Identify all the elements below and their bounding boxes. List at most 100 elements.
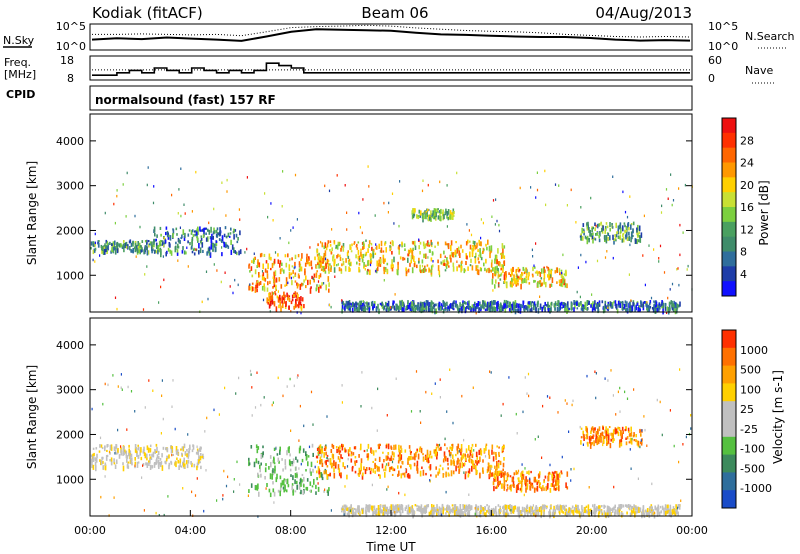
echo-cell [531, 248, 533, 252]
echo-cell [305, 451, 307, 457]
echo-cell [358, 262, 361, 266]
echo-cell [420, 504, 423, 509]
echo-cell [494, 509, 496, 513]
echo-cell [604, 234, 606, 241]
echo-cell [536, 270, 538, 274]
echo-cell [538, 473, 540, 479]
echo-cell [136, 248, 139, 254]
echo-cell [326, 258, 329, 265]
echo-cell [587, 504, 590, 511]
echo-cell [184, 451, 187, 455]
echo-cell [373, 303, 376, 308]
echo-cell [363, 308, 365, 313]
echo-cell [516, 471, 519, 475]
echo-cell [370, 242, 373, 246]
echo-cell [549, 488, 552, 493]
echo-cell [207, 250, 209, 254]
echo-cell [427, 256, 429, 259]
echo-cell [345, 300, 348, 304]
echo-cell [446, 410, 448, 413]
echo-cell [111, 248, 113, 252]
echo-cell [470, 458, 473, 464]
echo-cell [590, 233, 593, 238]
echo-cell [540, 512, 543, 516]
echo-cell [547, 475, 550, 482]
echo-cell [634, 505, 637, 511]
echo-cell [187, 233, 190, 237]
echo-cell [122, 465, 125, 472]
echo-cell [118, 243, 121, 248]
echo-cell [510, 487, 512, 492]
echo-cell [413, 263, 416, 268]
echo-cell [630, 224, 632, 230]
echo-cell [637, 506, 639, 511]
echo-cell [350, 454, 352, 457]
echo-cell [456, 266, 458, 272]
power-colorbar-label: Power [dB] [757, 180, 771, 245]
echo-cell [338, 242, 341, 247]
echo-cell [265, 260, 268, 264]
echo-cell [187, 451, 190, 457]
echo-cell [515, 412, 517, 416]
velocity-colorbar-segment [722, 454, 736, 473]
echo-cell [436, 454, 438, 460]
echo-cell [319, 273, 322, 278]
echo-cell [664, 302, 667, 307]
echo-cell [479, 456, 481, 462]
echo-cell [338, 472, 341, 476]
echo-cell [367, 248, 369, 253]
echo-cell [271, 262, 274, 269]
echo-cell [449, 368, 451, 371]
echo-cell [587, 441, 589, 447]
echo-cell [586, 239, 589, 245]
echo-cell [457, 246, 460, 252]
echo-cell [520, 283, 522, 290]
echo-cell [333, 462, 335, 467]
echo-cell [526, 483, 529, 487]
echo-cell [668, 511, 671, 516]
echo-cell [455, 241, 457, 244]
echo-cell [411, 304, 413, 310]
echo-cell [495, 198, 497, 201]
echo-cell [274, 270, 277, 276]
echo-cell [316, 270, 318, 273]
echo-cell [638, 231, 640, 235]
echo-cell [615, 413, 617, 416]
echo-cell [341, 301, 344, 307]
echo-cell [475, 511, 478, 516]
echo-cell [518, 511, 521, 515]
echo-cell [340, 247, 342, 252]
echo-cell [604, 228, 606, 234]
echo-cell [595, 233, 597, 236]
echo-cell [282, 302, 284, 309]
echo-cell [447, 216, 450, 221]
echo-cell [349, 306, 352, 313]
echo-cell [153, 226, 156, 232]
echo-cell [649, 306, 652, 309]
echo-cell [522, 410, 524, 414]
echo-cell [502, 264, 504, 270]
echo-cell [193, 252, 196, 256]
echo-cell [290, 272, 293, 276]
echo-cell [274, 293, 277, 296]
echo-cell [273, 301, 276, 307]
echo-cell [183, 443, 186, 449]
echo-cell [325, 263, 327, 269]
echo-cell [368, 467, 371, 471]
echo-cell [474, 256, 476, 259]
echo-cell [195, 248, 198, 252]
echo-cell [676, 268, 678, 271]
echo-cell [480, 241, 482, 247]
echo-cell [320, 268, 323, 271]
echo-cell [116, 461, 118, 464]
echo-cell [607, 428, 609, 435]
echo-cell [489, 370, 491, 373]
echo-cell [378, 456, 381, 462]
echo-cell [583, 228, 585, 231]
echo-cell [382, 451, 384, 454]
echo-cell [497, 463, 500, 469]
echo-cell [627, 222, 630, 227]
echo-cell [391, 473, 394, 476]
echo-cell [212, 243, 214, 248]
echo-cell [480, 236, 482, 240]
